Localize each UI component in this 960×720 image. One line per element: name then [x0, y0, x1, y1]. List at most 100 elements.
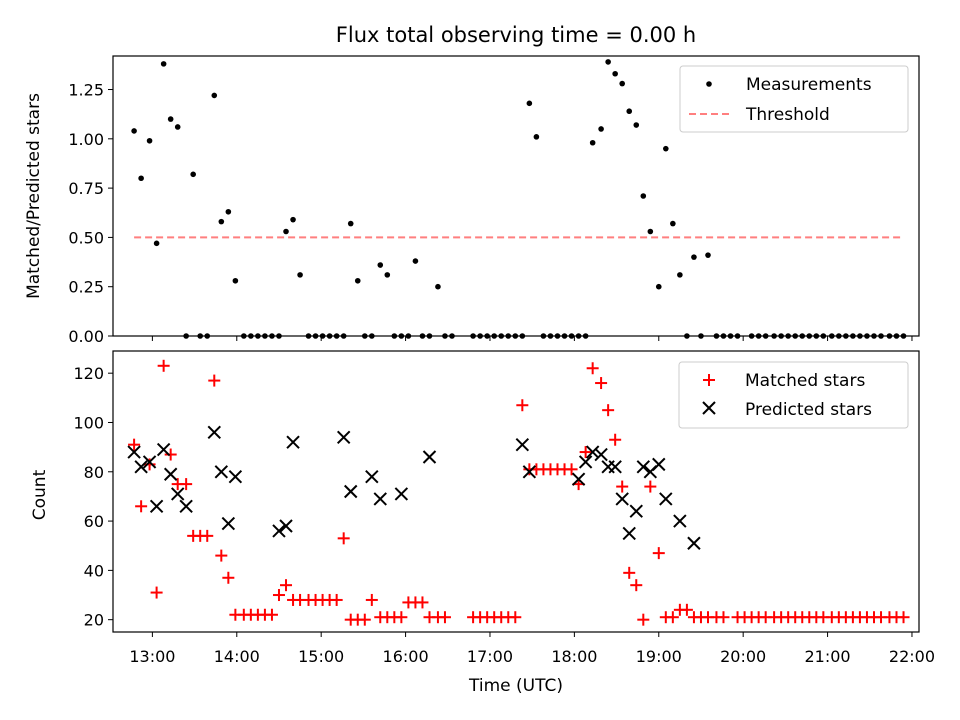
- measurement-point: [663, 145, 669, 152]
- predicted-star-point: [170, 487, 185, 501]
- top-y-axis: 0.00 0.25 0.50 0.75 1.00 1.25: [68, 81, 113, 346]
- predicted-star-point: [279, 519, 293, 533]
- matched-star-point: [717, 611, 730, 624]
- matched-star-point: [609, 433, 622, 446]
- bottom-plot-points: [127, 359, 910, 626]
- predicted-star-point: [608, 460, 622, 474]
- matched-star-point: [637, 613, 650, 626]
- top-plot-frame: [112, 55, 920, 337]
- bottom-y-tick-label: 100: [73, 413, 104, 432]
- predicted-star-point: [142, 455, 157, 469]
- predicted-star-point: [652, 457, 666, 472]
- legend-marker-matched: [703, 374, 715, 386]
- predicted-star-point: [615, 492, 629, 506]
- matched-star-point: [215, 549, 228, 562]
- measurement-point: [605, 59, 611, 65]
- matched-star-point: [208, 374, 221, 387]
- top-y-tick-label: 0.50: [68, 228, 104, 247]
- predicted-star-point: [687, 536, 701, 550]
- legend-label-predicted: Predicted stars: [745, 400, 872, 420]
- measurement-point: [290, 216, 296, 223]
- measurement-point: [633, 122, 640, 128]
- matched-star-point: [135, 500, 148, 513]
- top-y-tick-label: 1.00: [68, 130, 104, 149]
- matched-star-point: [157, 359, 170, 372]
- x-axis-label: Time (UTC): [468, 676, 563, 696]
- matched-star-point: [180, 478, 193, 491]
- predicted-star-point: [344, 484, 358, 499]
- predicted-star-point: [221, 516, 236, 531]
- matched-star-point: [586, 362, 599, 375]
- predicted-star-point: [163, 467, 178, 481]
- matched-star-point: [616, 480, 629, 493]
- matched-star-point: [630, 579, 643, 592]
- bottom-y-axis-label: Count: [30, 469, 50, 520]
- measurement-point: [526, 100, 533, 107]
- predicted-star-point: [207, 425, 221, 440]
- predicted-star-point: [629, 504, 643, 518]
- matched-star-point: [358, 613, 371, 626]
- x-tick-label: 16:00: [383, 647, 429, 666]
- measurement-point: [640, 193, 647, 199]
- matched-star-point: [516, 399, 529, 412]
- bottom-plot-frame: [112, 350, 920, 633]
- bottom-legend-box: [678, 361, 909, 429]
- measurement-point: [131, 128, 137, 134]
- measurement-point: [435, 283, 441, 290]
- x-tick-label: 22:00: [889, 647, 935, 666]
- bottom-y-axis: 20 40 60 80 100 120: [73, 364, 113, 630]
- measurement-point: [146, 137, 153, 144]
- measurement-point: [612, 70, 618, 77]
- matched-star-point: [565, 463, 578, 476]
- bottom-x-axis: 13:00 14:00 15:00 16:00 17:00 18:00 19:00 20:00…: [129, 632, 935, 666]
- measurement-point: [705, 252, 711, 258]
- predicted-star-point: [373, 492, 387, 506]
- measurement-point: [190, 171, 196, 178]
- measurement-point: [626, 108, 633, 115]
- measurement-point: [174, 124, 181, 130]
- predicted-star-point: [622, 526, 636, 541]
- measurement-point: [655, 283, 662, 290]
- matched-star-point: [164, 448, 177, 461]
- measurement-point: [167, 116, 174, 122]
- measurement-point: [354, 277, 361, 284]
- predicted-star-point: [585, 445, 600, 459]
- bottom-y-tick-label: 20: [84, 611, 104, 630]
- top-legend: Measurements Threshold: [679, 65, 909, 133]
- measurement-point: [670, 220, 676, 227]
- bottom-y-tick-label: 80: [84, 463, 104, 482]
- measurement-point: [211, 92, 218, 99]
- x-tick-label: 14:00: [214, 647, 260, 666]
- top-y-tick-label: 0.00: [68, 327, 104, 346]
- matched-star-point: [395, 611, 408, 624]
- x-tick-label: 17:00: [467, 647, 513, 666]
- top-y-tick-label: 0.25: [68, 278, 104, 297]
- measurement-point: [232, 277, 239, 284]
- measurement-point: [384, 272, 391, 278]
- measurement-point: [677, 272, 683, 278]
- predicted-star-point: [179, 499, 193, 513]
- matched-star-point: [337, 532, 350, 545]
- measurement-point: [225, 208, 232, 215]
- measurement-point: [691, 254, 697, 260]
- matched-star-point: [602, 404, 615, 417]
- matched-star-point: [595, 377, 608, 390]
- matched-star-point: [128, 438, 141, 451]
- measurement-point: [598, 126, 604, 132]
- predicted-star-point: [578, 455, 593, 469]
- matched-star-point: [652, 547, 665, 560]
- x-tick-label: 19:00: [636, 647, 682, 666]
- predicted-star-point: [272, 524, 286, 538]
- predicted-star-point: [214, 465, 229, 479]
- matched-star-point: [222, 571, 235, 584]
- top-y-tick-label: 1.25: [68, 81, 104, 100]
- matched-star-point: [623, 566, 636, 579]
- matched-star-point: [272, 589, 285, 602]
- predicted-star-point: [522, 465, 537, 479]
- top-y-tick-label: 0.75: [68, 179, 104, 198]
- x-tick-label: 21:00: [805, 647, 851, 666]
- predicted-star-point: [149, 499, 164, 513]
- matched-star-point: [143, 458, 156, 471]
- matched-star-point: [201, 529, 214, 542]
